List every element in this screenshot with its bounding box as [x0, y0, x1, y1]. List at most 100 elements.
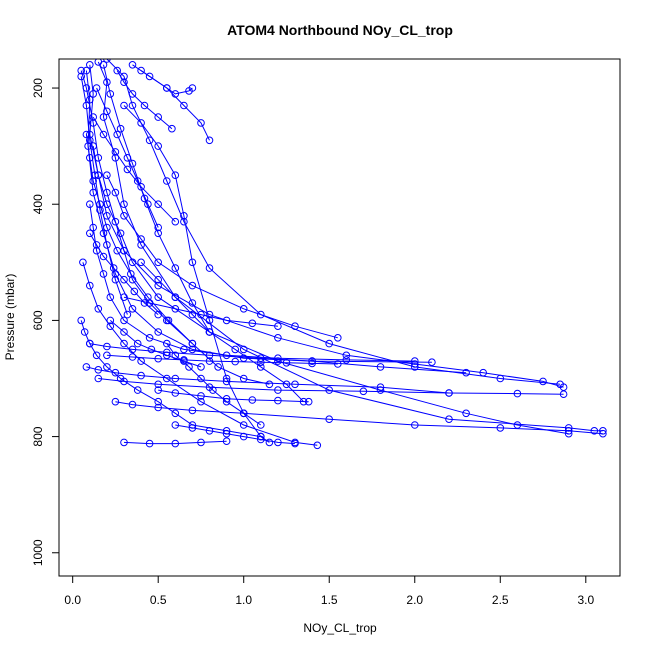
- data-point: [274, 438, 282, 447]
- data-point: [274, 386, 282, 394]
- series-21: [89, 113, 180, 226]
- data-point: [222, 429, 231, 438]
- series-24: [82, 130, 197, 348]
- data-point: [197, 397, 205, 406]
- data-point: [239, 421, 248, 429]
- data-point: [103, 241, 111, 249]
- series-18: [99, 61, 214, 336]
- data-point: [205, 357, 214, 365]
- series-line: [158, 389, 309, 403]
- data-point: [222, 351, 231, 360]
- series-line: [115, 401, 603, 435]
- data-point: [222, 437, 231, 446]
- data-point: [128, 400, 137, 409]
- data-point: [171, 293, 180, 302]
- data-point: [145, 136, 154, 145]
- data-point: [154, 386, 162, 394]
- y-axis: 200 400 600 800 1000: [31, 78, 60, 566]
- series-13: [82, 363, 453, 397]
- data-point: [113, 130, 121, 139]
- series-line: [85, 70, 432, 363]
- data-point: [82, 66, 91, 75]
- data-point: [137, 258, 145, 267]
- data-point: [171, 374, 180, 383]
- data-point: [222, 316, 231, 325]
- data-point: [89, 90, 97, 98]
- data-point: [462, 409, 470, 418]
- data-point: [197, 438, 205, 447]
- data-point: [103, 342, 111, 351]
- data-point: [144, 200, 152, 208]
- data-point: [564, 427, 573, 435]
- data-point: [556, 380, 564, 389]
- data-point: [163, 351, 171, 360]
- data-point: [257, 435, 265, 444]
- data-point: [164, 316, 173, 325]
- data-point: [103, 171, 111, 179]
- x-tick-label: 2.0: [406, 593, 423, 607]
- series-line: [80, 76, 128, 315]
- data-point: [274, 354, 282, 363]
- series-line: [140, 261, 304, 403]
- data-point: [120, 316, 128, 325]
- data-point: [205, 351, 214, 360]
- series-line: [85, 134, 193, 344]
- data-point: [94, 374, 103, 383]
- data-point: [82, 101, 91, 110]
- data-point: [137, 183, 145, 191]
- data-point: [99, 130, 108, 139]
- data-point: [205, 310, 214, 319]
- data-point: [188, 281, 197, 290]
- data-point: [308, 359, 316, 368]
- data-point: [180, 101, 188, 110]
- plot-frame: [58, 58, 621, 577]
- data-point: [128, 345, 137, 354]
- data-point: [106, 322, 115, 331]
- data-point: [205, 427, 214, 435]
- data-point: [99, 252, 108, 261]
- data-point: [291, 439, 299, 448]
- data-point: [99, 61, 108, 69]
- data-point: [86, 200, 94, 208]
- data-point: [106, 90, 115, 98]
- data-point: [123, 154, 132, 162]
- x-tick-label: 0.5: [150, 593, 167, 607]
- data-point: [120, 101, 128, 110]
- data-point: [116, 229, 125, 238]
- data-point: [103, 351, 111, 360]
- data-point: [445, 415, 453, 424]
- data-point: [94, 305, 103, 313]
- data-point: [106, 316, 115, 325]
- data-point: [308, 357, 316, 365]
- data-point: [86, 136, 94, 145]
- series-line: [106, 354, 338, 365]
- data-point: [188, 424, 197, 432]
- data-point: [222, 395, 231, 403]
- data-point: [89, 223, 97, 232]
- data-point: [496, 424, 505, 432]
- data-point: [411, 363, 419, 371]
- data-point: [197, 363, 205, 371]
- data-point: [188, 258, 197, 267]
- x-axis-label: NOy_CL_trop: [303, 621, 377, 635]
- data-point: [171, 389, 180, 397]
- data-point: [239, 432, 248, 441]
- data-point: [462, 368, 470, 377]
- data-point: [140, 194, 149, 203]
- data-point: [291, 322, 299, 331]
- series-11: [86, 339, 470, 377]
- data-point: [111, 368, 120, 377]
- data-point: [180, 212, 188, 220]
- data-point: [325, 386, 334, 394]
- data-point: [154, 397, 162, 406]
- data-point: [120, 212, 128, 220]
- data-point: [257, 363, 265, 371]
- data-point: [128, 159, 137, 168]
- x-tick-label: 1.0: [235, 593, 252, 607]
- data-point: [80, 328, 89, 336]
- data-point: [106, 293, 115, 302]
- data-point: [171, 409, 180, 418]
- data-point: [188, 299, 197, 307]
- data-point: [496, 374, 505, 383]
- data-point: [231, 345, 239, 354]
